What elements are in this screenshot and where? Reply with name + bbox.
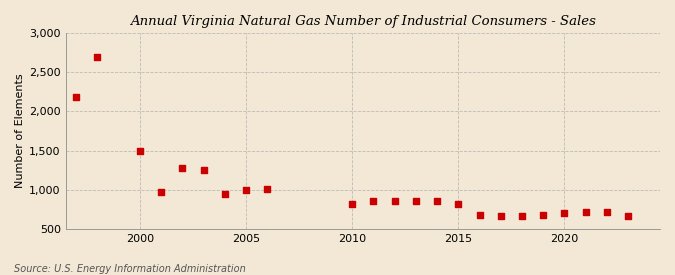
Title: Annual Virginia Natural Gas Number of Industrial Consumers - Sales: Annual Virginia Natural Gas Number of In… [130,15,596,28]
Y-axis label: Number of Elements: Number of Elements [15,74,25,188]
Point [601,210,612,214]
Point [71,95,82,100]
Point [410,198,421,203]
Point [389,198,400,203]
Point [368,199,379,204]
Point [241,187,252,192]
Point [580,210,591,214]
Point [156,190,167,194]
Point [538,212,549,217]
Point [623,214,634,218]
Text: Source: U.S. Energy Information Administration: Source: U.S. Energy Information Administ… [14,264,245,274]
Point [198,168,209,172]
Point [495,214,506,218]
Point [219,192,230,196]
Point [516,214,527,218]
Point [92,54,103,59]
Point [432,199,443,204]
Point [559,211,570,215]
Point [453,202,464,206]
Point [177,166,188,171]
Point [262,187,273,191]
Point [134,148,145,153]
Point [474,212,485,217]
Point [347,202,358,206]
